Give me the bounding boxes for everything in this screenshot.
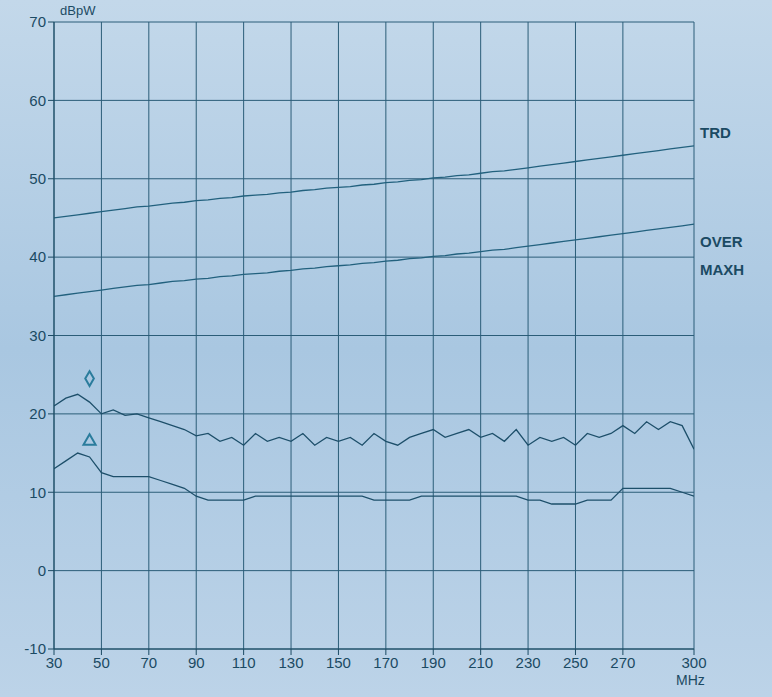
- svg-text:-10: -10: [24, 640, 46, 657]
- svg-text:50: 50: [29, 170, 46, 187]
- svg-text:130: 130: [279, 654, 304, 671]
- html-text:MHz: MHz: [676, 672, 705, 688]
- svg-text:20: 20: [29, 405, 46, 422]
- svg-text:190: 190: [421, 654, 446, 671]
- html-text:OVER: OVER: [700, 232, 743, 250]
- svg-text:150: 150: [326, 654, 351, 671]
- svg-text:170: 170: [373, 654, 398, 671]
- svg-text:60: 60: [29, 92, 46, 109]
- svg-text:250: 250: [563, 654, 588, 671]
- svg-text:300: 300: [681, 654, 706, 671]
- svg-text:50: 50: [93, 654, 110, 671]
- svg-text:210: 210: [468, 654, 493, 671]
- svg-text:70: 70: [140, 654, 157, 671]
- html-text:dBpW: dBpW: [60, 3, 96, 18]
- svg-text:110: 110: [232, 654, 256, 671]
- svg-text:70: 70: [29, 13, 46, 30]
- html-text:MAXH: MAXH: [700, 260, 745, 278]
- svg-text:90: 90: [188, 654, 205, 671]
- svg-text:30: 30: [29, 327, 46, 344]
- svg-text:270: 270: [610, 654, 635, 671]
- html-text:TRD: TRD: [700, 123, 731, 141]
- svg-text:40: 40: [29, 248, 46, 265]
- svg-text:10: 10: [29, 484, 46, 501]
- svg-text:0: 0: [38, 562, 46, 579]
- svg-text:230: 230: [516, 654, 541, 671]
- svg-text:30: 30: [46, 654, 63, 671]
